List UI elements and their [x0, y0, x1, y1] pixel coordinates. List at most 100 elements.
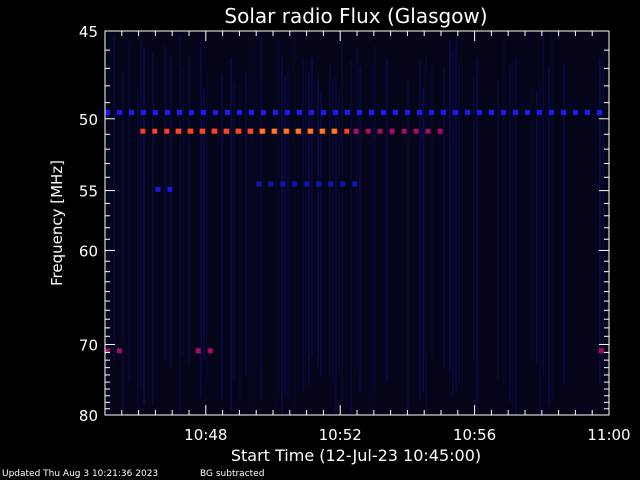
y-tick-label: 80 — [79, 407, 98, 425]
emission-dash — [513, 109, 518, 115]
emission-dash — [316, 181, 322, 187]
noise-streak — [170, 55, 172, 370]
y-tick-label: 55 — [79, 183, 98, 201]
emission-dash — [405, 109, 410, 115]
emission-dash — [429, 109, 434, 115]
noise-streak — [284, 75, 286, 395]
emission-dash — [268, 181, 274, 187]
emission-dash — [165, 109, 170, 115]
emission-dash — [155, 186, 161, 192]
plot-area — [105, 31, 609, 415]
background-note: BG subtracted — [200, 469, 265, 479]
emission-dash — [213, 109, 218, 115]
noise-streak — [281, 55, 283, 415]
noise-streak — [476, 57, 478, 410]
emission-dash — [235, 128, 241, 134]
emission-dash — [207, 348, 213, 354]
noise-streak — [260, 34, 262, 399]
noise-streak — [371, 65, 373, 410]
noise-streak — [239, 84, 241, 400]
noise-streak — [257, 80, 259, 365]
emission-dash — [175, 128, 181, 134]
noise-streak — [425, 55, 427, 410]
update-timestamp: Updated Thu Aug 3 10:21:36 2023 — [2, 469, 159, 479]
noise-streak — [431, 66, 433, 358]
emission-dash — [187, 128, 193, 134]
noise-streak — [152, 50, 154, 406]
noise-streak — [143, 47, 145, 405]
noise-streak — [221, 75, 223, 399]
noise-streak — [305, 62, 307, 390]
emission-dash — [117, 109, 122, 115]
noise-streak — [107, 64, 109, 409]
emission-dash — [465, 109, 470, 115]
emission-dash — [441, 109, 446, 115]
emission-dash — [225, 109, 230, 115]
noise-streak — [542, 34, 544, 378]
emission-dash — [140, 128, 146, 134]
noise-streak — [512, 60, 514, 410]
emission-dash — [377, 128, 383, 134]
noise-streak — [473, 76, 475, 360]
emission-dash — [328, 181, 334, 187]
noise-streak — [137, 89, 139, 408]
emission-dash — [573, 109, 578, 115]
emission-dash — [549, 109, 554, 115]
noise-streak — [509, 65, 511, 403]
emission-dash — [501, 109, 506, 115]
emission-dash — [401, 128, 407, 134]
emission-dash — [357, 109, 362, 115]
x-tick-label: 10:56 — [453, 426, 496, 444]
noise-streak — [452, 51, 454, 395]
emission-dash — [283, 128, 289, 134]
noise-streak — [419, 60, 421, 402]
emission-dash — [333, 109, 338, 115]
emission-dash — [352, 181, 357, 187]
emission-dash — [271, 128, 277, 134]
emission-dash — [105, 348, 110, 354]
noise-streak — [140, 42, 142, 390]
chart-title: Solar radio Flux (Glasgow) — [224, 4, 487, 28]
emission-dash — [331, 128, 337, 134]
noise-streak — [122, 70, 124, 411]
emission-dash — [413, 128, 419, 134]
noise-streak — [302, 57, 304, 393]
emission-dash — [321, 109, 326, 115]
emission-dash — [249, 109, 254, 115]
emission-dash — [292, 181, 298, 187]
emission-dash — [152, 128, 158, 134]
noise-streak — [287, 69, 289, 399]
emission-dash — [211, 128, 217, 134]
noise-streak — [407, 82, 409, 414]
noise-streak — [230, 57, 232, 410]
emission-dash — [425, 128, 431, 134]
emission-dash — [189, 109, 194, 115]
noise-streak — [338, 90, 340, 376]
emission-dash — [285, 109, 290, 115]
noise-streak — [278, 36, 280, 391]
emission-dash — [295, 128, 301, 134]
noise-streak — [293, 35, 295, 411]
emission-features — [105, 109, 604, 354]
noise-streak — [332, 77, 334, 385]
x-tick-label: 10:52 — [319, 426, 362, 444]
emission-dash — [598, 348, 604, 354]
y-tick-label: 50 — [79, 111, 98, 129]
emission-dash — [304, 181, 310, 187]
emission-dash — [195, 348, 201, 354]
emission-dash — [223, 128, 229, 134]
emission-dash — [417, 109, 422, 115]
emission-dash — [393, 109, 398, 115]
emission-dash — [141, 109, 146, 115]
emission-dash — [105, 109, 110, 115]
emission-dash — [164, 128, 170, 134]
emission-dash — [340, 181, 346, 187]
emission-dash — [369, 109, 374, 115]
x-axis-label: Start Time (12-Jul-23 10:45:00) — [231, 446, 481, 465]
emission-dash — [477, 109, 482, 115]
noise-streak — [599, 58, 601, 385]
x-tick-label: 11:00 — [587, 426, 630, 444]
noise-streak — [458, 62, 460, 384]
y-tick-label: 45 — [79, 23, 98, 41]
emission-dash — [167, 186, 173, 192]
